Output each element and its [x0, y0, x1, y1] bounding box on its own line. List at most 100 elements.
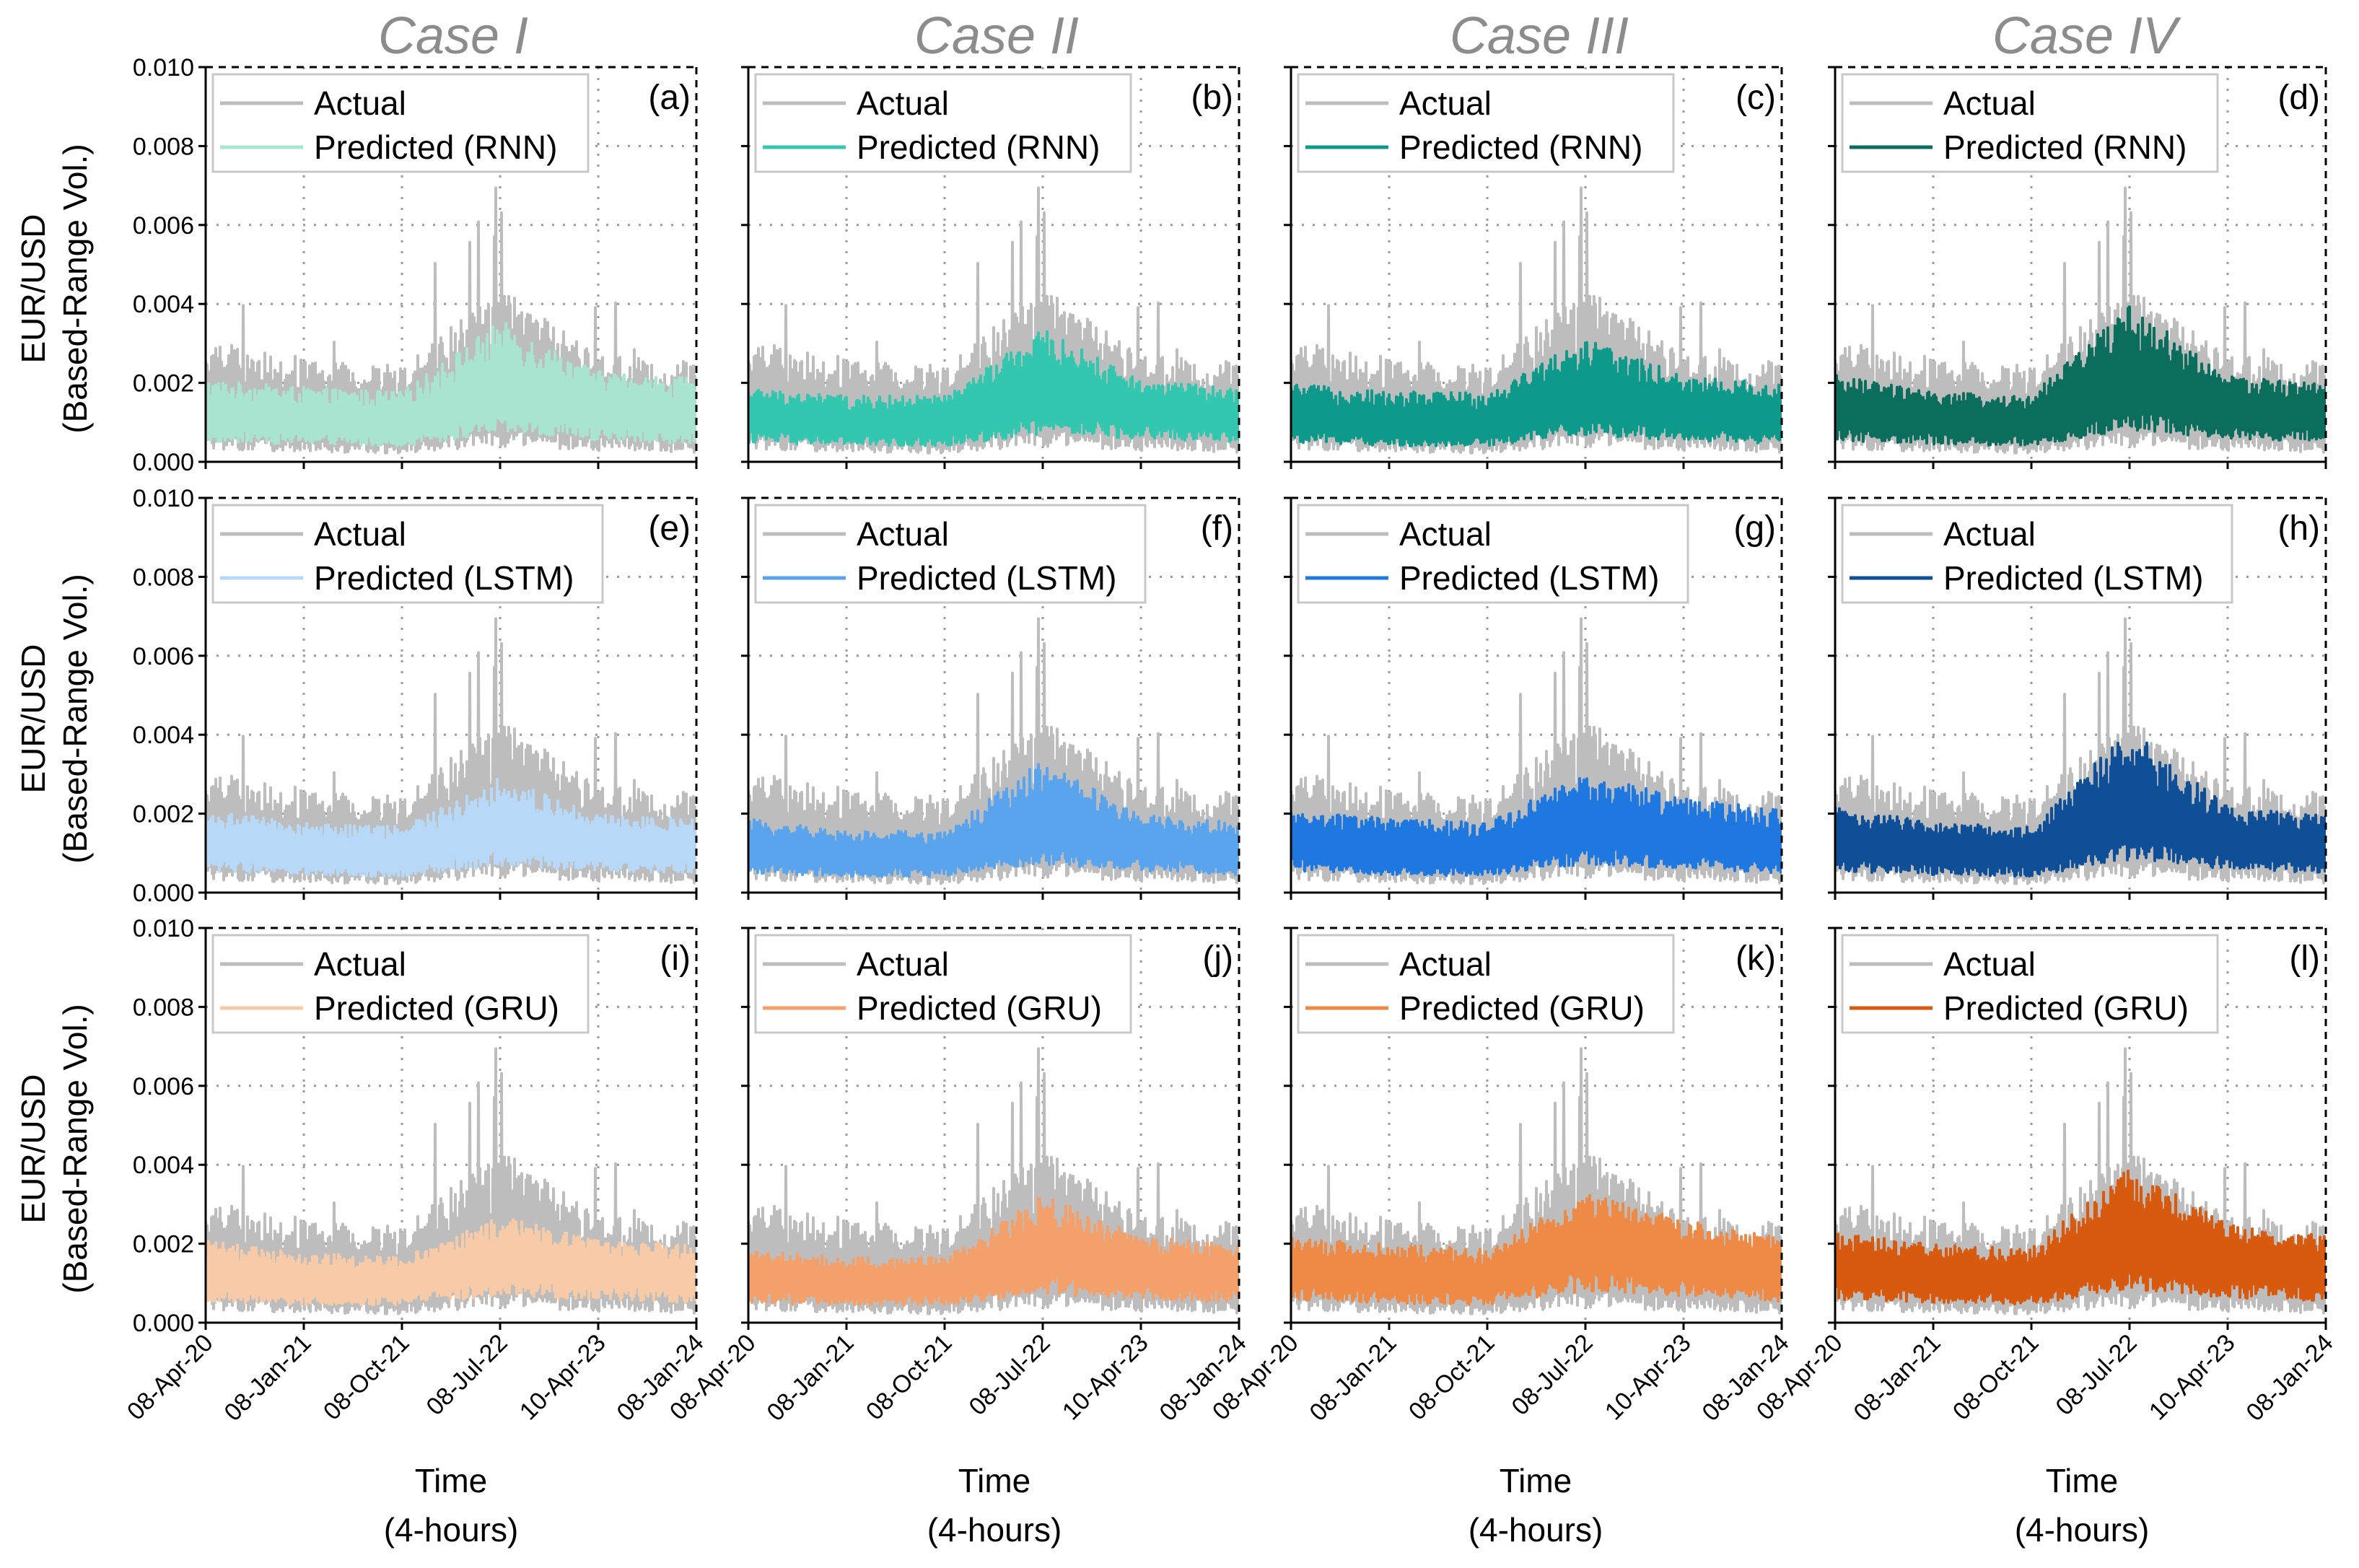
y-axis-title-row3-line1: EUR/USD [14, 1074, 52, 1223]
x-axis-title-col4-line2: (4-hours) [2015, 1511, 2150, 1549]
legend-predicted-label: Predicted (RNN) [1399, 128, 1642, 166]
panel-l: 08-Apr-20 08-Jan-21 08-Oct-21 08-Jul-22 10-A… [1751, 927, 2339, 1427]
panel-letter: (k) [1736, 940, 1776, 978]
panel-letter: (g) [1733, 509, 1776, 548]
y-tick-label: 0.008 [133, 133, 194, 160]
y-axis-title-row2-line2: (Based-Range Vol.) [56, 574, 94, 863]
panel-f: Actual Predicted (LSTM) (f) [741, 496, 1240, 900]
y-axis-title-row1-line2: (Based-Range Vol.) [56, 144, 94, 433]
y-tick-label: 0.002 [133, 370, 194, 398]
panel-j: 08-Apr-20 08-Jan-21 08-Oct-21 08-Jul-22 10-A… [665, 927, 1252, 1427]
y-tick-label: 0.002 [133, 1231, 194, 1258]
legend-actual-label: Actual [314, 945, 406, 983]
case-title-3: Case III [1450, 7, 1629, 65]
panel-letter: (h) [2277, 509, 2320, 548]
y-tick-label: 0.010 [133, 54, 194, 82]
x-axis-title-col3-line2: (4-hours) [1469, 1511, 1603, 1549]
y-tick-label: 0.000 [133, 449, 194, 476]
y-axis-title-row3-line2: (Based-Range Vol.) [56, 1004, 94, 1293]
x-tick-label: 08-Oct-21 [861, 1329, 958, 1426]
panel-b: Actual Predicted (RNN) (b) [741, 66, 1240, 469]
panel-letter: (a) [648, 79, 691, 117]
panel-d: Actual Predicted (RNN) (d) [1828, 66, 2327, 469]
x-tick-label: 08-Oct-21 [318, 1329, 415, 1426]
y-tick-label: 0.004 [133, 1152, 194, 1179]
x-axis-title-col2-line2: (4-hours) [927, 1511, 1062, 1549]
x-tick-label: 08-Oct-21 [1948, 1329, 2044, 1426]
legend: Actual Predicted (RNN) [754, 73, 1132, 173]
legend-box [1841, 73, 2219, 173]
x-axis-title-col3-line1: Time [1500, 1462, 1572, 1499]
y-tick-label: 0.006 [133, 643, 194, 670]
legend-predicted-label: Predicted (RNN) [314, 128, 557, 166]
y-tick-label: 0.002 [133, 801, 194, 828]
predicted-series-line [206, 1218, 696, 1307]
panel-letter: (b) [1191, 79, 1233, 117]
x-tick-label: 08-Jul-22 [964, 1329, 1056, 1421]
legend-predicted-label: Predicted (GRU) [314, 989, 559, 1027]
y-tick-label: 0.006 [133, 212, 194, 240]
legend-box [211, 73, 590, 173]
legend-box [211, 504, 604, 604]
legend-box [754, 73, 1132, 173]
x-axis-title-col4-line1: Time [2046, 1462, 2119, 1499]
legend-box [1841, 504, 2233, 604]
predicted-series-line [206, 777, 696, 878]
legend-box [1841, 934, 2219, 1034]
legend: Actual Predicted (GRU) [211, 934, 590, 1034]
legend: Actual Predicted (LSTM) [754, 504, 1147, 604]
legend-box [211, 934, 590, 1034]
panel-letter: (i) [660, 940, 691, 978]
predicted-series-line [206, 322, 696, 447]
legend: Actual Predicted (RNN) [211, 73, 590, 173]
x-tick-label: 08-Jul-22 [1507, 1329, 1598, 1421]
case-title-2: Case II [914, 7, 1079, 65]
predicted-series-line [1835, 741, 2326, 878]
y-tick-label: 0.008 [133, 994, 194, 1021]
y-tick-label: 0.004 [133, 291, 194, 318]
legend-predicted-label: Predicted (LSTM) [857, 559, 1116, 597]
panel-letter: (f) [1201, 509, 1233, 548]
y-axis-title-row1-line1: EUR/USD [14, 214, 52, 363]
panel-letter: (l) [2289, 940, 2320, 978]
legend-predicted-label: Predicted (LSTM) [314, 559, 574, 597]
legend-actual-label: Actual [857, 84, 949, 122]
predicted-series-line [1835, 305, 2326, 447]
legend-box [1297, 934, 1675, 1034]
panel-letter: (j) [1202, 940, 1233, 978]
panel-e: 0.000 0.002 0.004 0.006 0.008 0.010 Actual Pred… [133, 485, 698, 907]
x-axis-title-col1-line1: Time [415, 1462, 488, 1499]
legend-predicted-label: Predicted (GRU) [1399, 989, 1645, 1027]
x-tick-label: 08-Oct-21 [1404, 1329, 1500, 1426]
x-tick-label: 10-Apr-23 [2144, 1329, 2241, 1426]
x-tick-label: 08-Jul-22 [2051, 1329, 2143, 1421]
x-axis-title-col2-line1: Time [958, 1462, 1031, 1499]
legend: Actual Predicted (LSTM) [211, 504, 604, 604]
legend-actual-label: Actual [1943, 515, 2036, 553]
x-tick-label: 08-Jan-21 [219, 1329, 317, 1427]
legend-predicted-label: Predicted (LSTM) [1943, 559, 2203, 597]
legend-actual-label: Actual [857, 515, 949, 553]
legend: Actual Predicted (LSTM) [1297, 504, 1689, 604]
legend-actual-label: Actual [314, 515, 406, 553]
y-tick-label: 0.010 [133, 485, 194, 512]
y-tick-label: 0.004 [133, 722, 194, 749]
legend: Actual Predicted (LSTM) [1841, 504, 2233, 604]
y-tick-label: 0.010 [133, 915, 194, 942]
legend: Actual Predicted (RNN) [1297, 73, 1675, 173]
x-tick-label: 08-Jan-21 [1305, 1329, 1402, 1427]
predicted-series-line [1291, 1193, 1782, 1306]
legend-actual-label: Actual [1943, 84, 2036, 122]
x-tick-label: 08-Jul-22 [421, 1329, 513, 1421]
case-titles: Case I Case II Case III Case IV [378, 7, 2181, 65]
y-tick-label: 0.006 [133, 1073, 194, 1100]
panel-c: Actual Predicted (RNN) (c) [1284, 66, 1783, 469]
predicted-series-line [1291, 341, 1782, 447]
x-tick-label: 10-Apr-23 [1600, 1329, 1697, 1426]
case-title-1: Case I [378, 7, 528, 65]
panel-a: 0.000 0.002 0.004 0.006 0.008 0.010 Actual Pred… [133, 54, 698, 476]
panel-g: Actual Predicted (LSTM) (g) [1284, 496, 1783, 900]
panel-letter: (e) [648, 509, 691, 548]
legend-actual-label: Actual [1399, 945, 1492, 983]
